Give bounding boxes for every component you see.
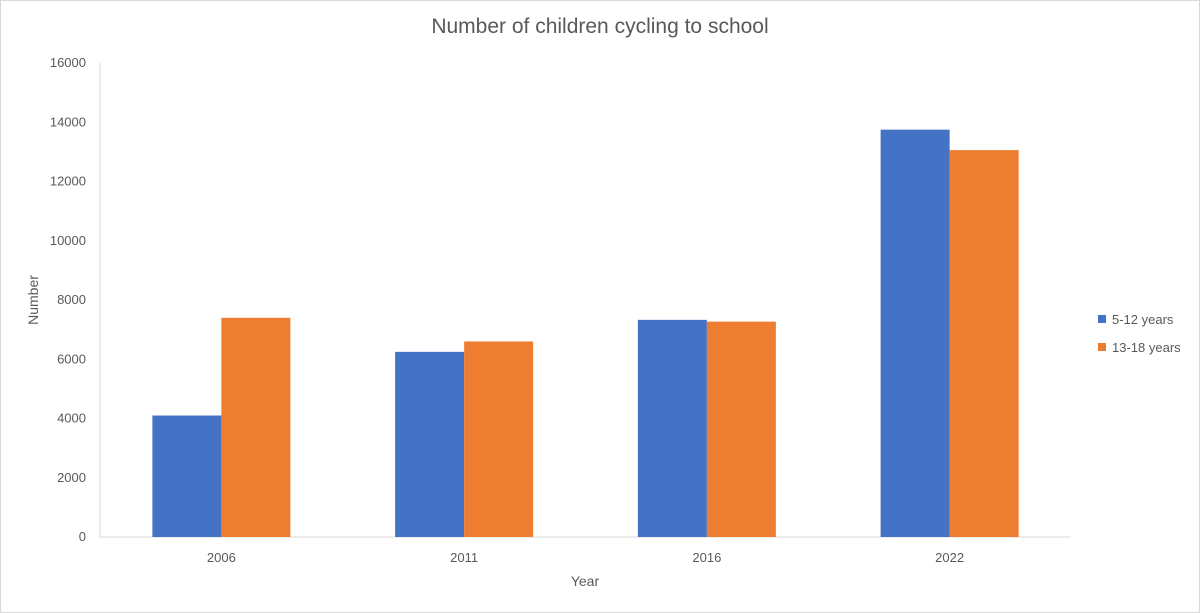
- bar-2016-13-18-years: [706, 321, 776, 537]
- y-tick-label: 8000: [57, 292, 86, 307]
- x-tick-label: 2016: [692, 550, 721, 565]
- legend-label-13-18: 13-18 years: [1112, 339, 1181, 355]
- bar-2006-5-12-years: [152, 415, 222, 537]
- y-tick-label: 4000: [57, 411, 86, 426]
- y-tick-label: 6000: [57, 351, 86, 366]
- bar-2022-5-12-years: [880, 129, 950, 537]
- legend: 5-12 years 13-18 years: [1098, 305, 1181, 361]
- x-tick-label: 2006: [207, 550, 236, 565]
- x-tick-label: 2011: [450, 550, 478, 565]
- legend-item-13-18: 13-18 years: [1098, 333, 1181, 361]
- legend-swatch-13-18: [1098, 343, 1106, 351]
- bar-2011-5-12-years: [395, 351, 465, 537]
- bar-2006-13-18-years: [221, 317, 291, 537]
- legend-item-5-12: 5-12 years: [1098, 305, 1181, 333]
- y-tick-label: 2000: [57, 470, 86, 485]
- y-tick-label: 14000: [50, 114, 86, 129]
- x-axis-label: Year: [571, 573, 600, 589]
- legend-swatch-5-12: [1098, 315, 1106, 323]
- y-tick-label: 0: [79, 529, 86, 544]
- chart-title: Number of children cycling to school: [431, 15, 769, 38]
- x-tick-label: 2022: [935, 550, 964, 565]
- y-tick-labels: 0 2000 4000 6000 8000 10000 12000 14000 16000: [50, 55, 86, 544]
- bar-2022-13-18-years: [949, 150, 1019, 537]
- bars: [152, 129, 1019, 537]
- x-tick-labels: 2006 2011 2016 2022: [207, 550, 964, 565]
- y-tick-label: 12000: [50, 174, 86, 189]
- bar-2016-5-12-years: [637, 319, 707, 537]
- y-axis-label: Number: [25, 275, 41, 325]
- legend-label-5-12: 5-12 years: [1112, 311, 1174, 327]
- bar-2011-13-18-years: [464, 341, 534, 537]
- y-tick-label: 16000: [50, 55, 86, 70]
- y-tick-label: 10000: [50, 233, 86, 248]
